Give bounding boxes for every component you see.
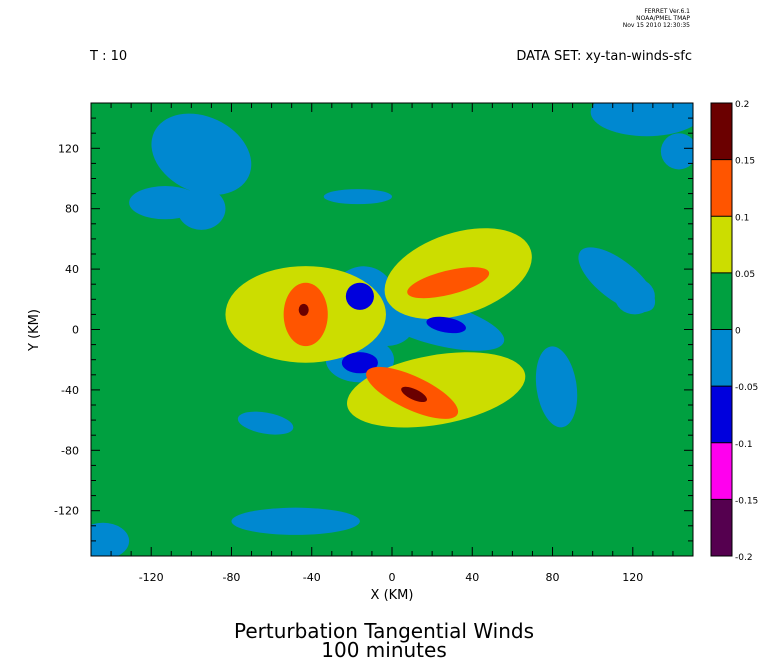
colorbar-label: 0 <box>735 327 741 337</box>
region-neg-core-n <box>345 282 374 310</box>
y-tick-label: 80 <box>65 203 79 216</box>
colorbar-label: 0.15 <box>735 157 755 167</box>
colorbar-swatch <box>711 329 732 387</box>
ferret-stamp-line-2: NOAA/PMEL TMAP <box>636 15 690 22</box>
region-tan-cell-nw-core <box>298 303 309 316</box>
region-patch-ne-2 <box>660 133 693 170</box>
region-patch-ne-corner <box>590 103 693 137</box>
colorbar-swatch <box>711 103 732 160</box>
colorbar-swatch <box>711 499 732 556</box>
region-patch-sw-small <box>237 411 294 435</box>
colorbar-label: 0.05 <box>735 270 755 280</box>
x-tick-label: -40 <box>303 571 321 584</box>
colorbar-swatch <box>711 272 732 330</box>
colorbar-label: 0.2 <box>735 100 749 110</box>
region-neg-core-e <box>426 316 466 334</box>
region-patch-east-south <box>535 346 578 428</box>
ferret-stamp-line-1: FERRET Ver.6.1 <box>644 8 690 15</box>
x-tick-label: -120 <box>139 571 164 584</box>
plot-frame <box>90 102 694 557</box>
colorbar-label: -0.05 <box>735 383 758 393</box>
colorbar-swatch <box>711 216 732 273</box>
x-tick-label: 120 <box>622 571 643 584</box>
colorbar-swatch <box>711 442 732 500</box>
x-tick-label: 40 <box>465 571 479 584</box>
x-tick-label: -80 <box>222 571 240 584</box>
colorbar-label: 0.1 <box>735 213 749 223</box>
colorbar-label: -0.1 <box>735 440 753 450</box>
y-tick-label: 40 <box>65 263 79 276</box>
x-axis-label: X (KM) <box>371 588 414 603</box>
y-tick-label: 0 <box>72 324 79 337</box>
dataset-label: DATA SET: xy-tan-winds-sfc <box>516 49 692 64</box>
colorbar-label: -0.15 <box>735 496 758 506</box>
colorbar-swatch <box>711 159 732 217</box>
y-tick-label: -80 <box>61 444 79 457</box>
x-tick-label: 0 <box>389 571 396 584</box>
time-label: T : 10 <box>89 49 127 64</box>
region-patch-south <box>231 507 360 535</box>
region-neg-core-sw <box>341 352 378 374</box>
y-tick-label: 120 <box>58 142 79 155</box>
chart-subtitle: 100 minutes <box>321 638 447 662</box>
x-tick-label: 80 <box>546 571 560 584</box>
region-tan-cell-ne-mid <box>407 267 490 299</box>
region-patch-east-2 <box>614 278 655 315</box>
region-patch-nw-3 <box>177 187 226 230</box>
y-axis-label: Y (KM) <box>27 309 42 352</box>
region-patch-nw-1 <box>151 113 252 196</box>
y-tick-label: -120 <box>54 505 79 518</box>
ferret-stamp-line-3: Nov 15 2010 12:30:35 <box>623 22 690 29</box>
colorbar-swatch <box>711 386 732 443</box>
colorbar-label: -0.2 <box>735 553 753 563</box>
region-patch-sw-corner <box>91 522 130 556</box>
region-tan-cell-s-core <box>401 386 427 403</box>
region-patch-n-strip <box>323 189 392 205</box>
chart-title: Perturbation Tangential Winds <box>234 619 534 643</box>
y-tick-label: -40 <box>61 384 79 397</box>
